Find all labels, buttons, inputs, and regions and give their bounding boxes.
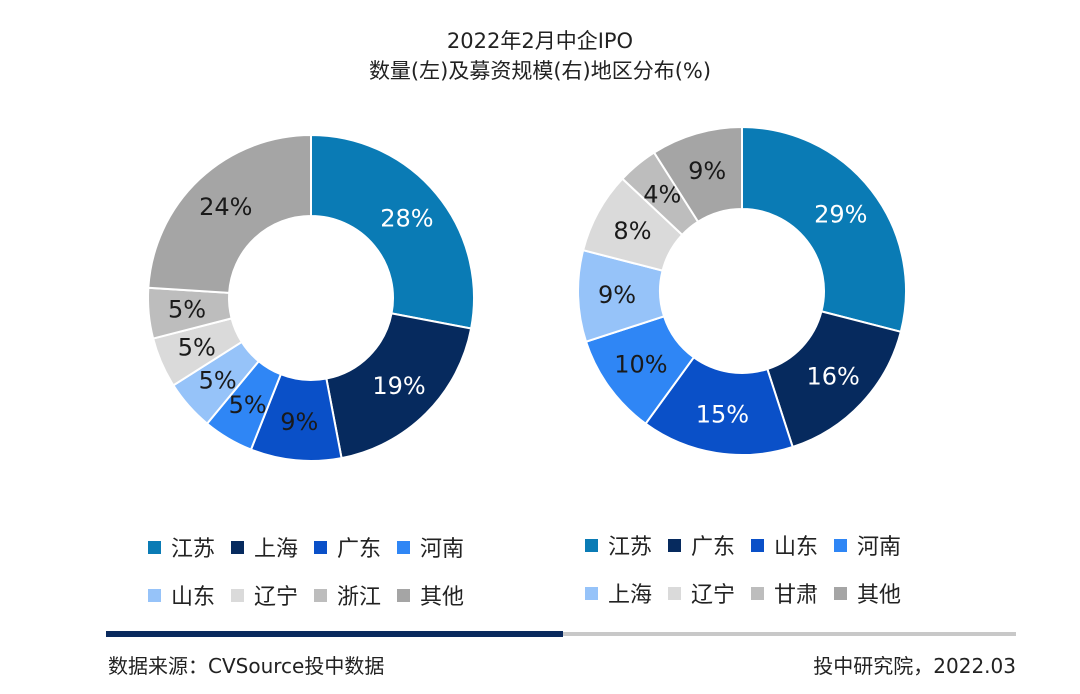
legend-label: 辽宁	[691, 583, 736, 608]
legend-label: 河南	[420, 537, 465, 562]
legend-item: 山东	[751, 531, 819, 560]
legend-swatch	[751, 586, 765, 600]
donut-right: 29%16%15%10%9%8%4%9%	[577, 125, 907, 456]
slice-label-left-5: 5%	[178, 333, 216, 361]
donut-left: 28%19%9%5%5%5%5%24%	[147, 133, 475, 462]
legend-swatch	[585, 586, 598, 600]
slice-right-7	[652, 125, 743, 224]
slice-label-right-1: 16%	[806, 363, 859, 391]
legend-swatch	[314, 588, 328, 602]
slice-left-1	[325, 312, 473, 460]
source-note: 数据来源：CVSource投中数据	[108, 654, 385, 678]
legend-label: 上海	[254, 537, 299, 562]
legend-label: 辽宁	[254, 585, 299, 610]
slice-label-left-7: 24%	[199, 193, 252, 221]
legend-item: 河南	[397, 533, 465, 562]
slice-label-right-7: 9%	[688, 157, 726, 185]
slice-left-7	[147, 133, 312, 294]
legend-swatch	[148, 588, 161, 602]
slice-label-right-5: 8%	[613, 217, 651, 245]
legend-swatch	[834, 538, 848, 552]
slice-left-0	[310, 133, 475, 330]
legend-item: 河南	[834, 531, 902, 560]
slice-right-0	[741, 125, 907, 334]
chart-title-line2: 数量(左)及募资规模(右)地区分布(%)	[368, 59, 712, 83]
legend-swatch	[751, 538, 765, 552]
slice-label-right-3: 10%	[614, 350, 667, 378]
legend-label: 上海	[608, 583, 653, 608]
legend-item: 浙江	[314, 581, 382, 610]
slice-label-right-0: 29%	[814, 200, 867, 228]
slice-label-left-0: 28%	[380, 205, 433, 233]
legend-swatch	[834, 586, 848, 600]
legend-item: 辽宁	[668, 579, 736, 608]
legend-swatch	[668, 586, 682, 600]
legend-row: 江苏 广东 山东 河南	[585, 531, 902, 560]
legend-right: 江苏 广东 山东 河南上海 辽宁 甘肃 其他	[585, 531, 902, 608]
legend-label: 山东	[171, 585, 216, 610]
legend-label: 广东	[691, 535, 736, 560]
legend-item: 其他	[834, 579, 902, 608]
legend-item: 上海	[585, 579, 653, 608]
legend-label: 广东	[337, 537, 382, 562]
legend-item: 广东	[668, 531, 736, 560]
chart-title-line1: 2022年2月中企IPO	[446, 29, 634, 53]
footer-divider-dark	[106, 631, 563, 637]
legend-item: 广东	[314, 533, 382, 562]
chart-title: 2022年2月中企IPO 数量(左)及募资规模(右)地区分布(%)	[0, 26, 1080, 86]
legend-item: 江苏	[148, 533, 216, 562]
slice-label-left-6: 5%	[168, 296, 206, 324]
legend-label: 甘肃	[774, 583, 819, 608]
slice-right-1	[766, 310, 903, 449]
legend-swatch	[231, 588, 245, 602]
credit-note: 投中研究院，2022.03	[813, 654, 1016, 678]
footer-divider-light	[563, 632, 1016, 636]
legend-item: 甘肃	[751, 579, 819, 608]
legend-swatch	[314, 540, 328, 554]
legend-item: 江苏	[585, 531, 653, 560]
legend-item: 上海	[231, 533, 299, 562]
legend-swatch	[397, 588, 411, 602]
slice-label-left-3: 5%	[229, 391, 267, 419]
slice-label-left-2: 9%	[280, 408, 318, 436]
legend-swatch	[668, 538, 682, 552]
legend-row: 山东 辽宁 浙江 其他	[148, 581, 465, 610]
legend-row: 江苏 上海 广东 河南	[148, 533, 465, 562]
legend-item: 辽宁	[231, 581, 299, 610]
legend-label: 其他	[857, 583, 902, 608]
slice-label-right-2: 15%	[696, 400, 749, 428]
legend-label: 江苏	[171, 537, 216, 562]
slice-label-left-1: 19%	[372, 372, 425, 400]
legend-item: 山东	[148, 581, 216, 610]
slice-label-right-4: 9%	[598, 281, 636, 309]
legend-left: 江苏 上海 广东 河南山东 辽宁 浙江 其他	[148, 533, 465, 610]
legend-label: 浙江	[337, 585, 382, 610]
legend-item: 其他	[397, 581, 465, 610]
legend-label: 其他	[420, 585, 465, 610]
legend-label: 江苏	[608, 535, 653, 560]
legend-row: 上海 辽宁 甘肃 其他	[585, 579, 902, 608]
legend-swatch	[585, 538, 598, 552]
slice-label-left-4: 5%	[199, 366, 237, 394]
legend-swatch	[148, 540, 161, 554]
legend-swatch	[397, 540, 411, 554]
legend-label: 河南	[857, 535, 902, 560]
legend-swatch	[231, 540, 245, 554]
legend-label: 山东	[774, 535, 819, 560]
